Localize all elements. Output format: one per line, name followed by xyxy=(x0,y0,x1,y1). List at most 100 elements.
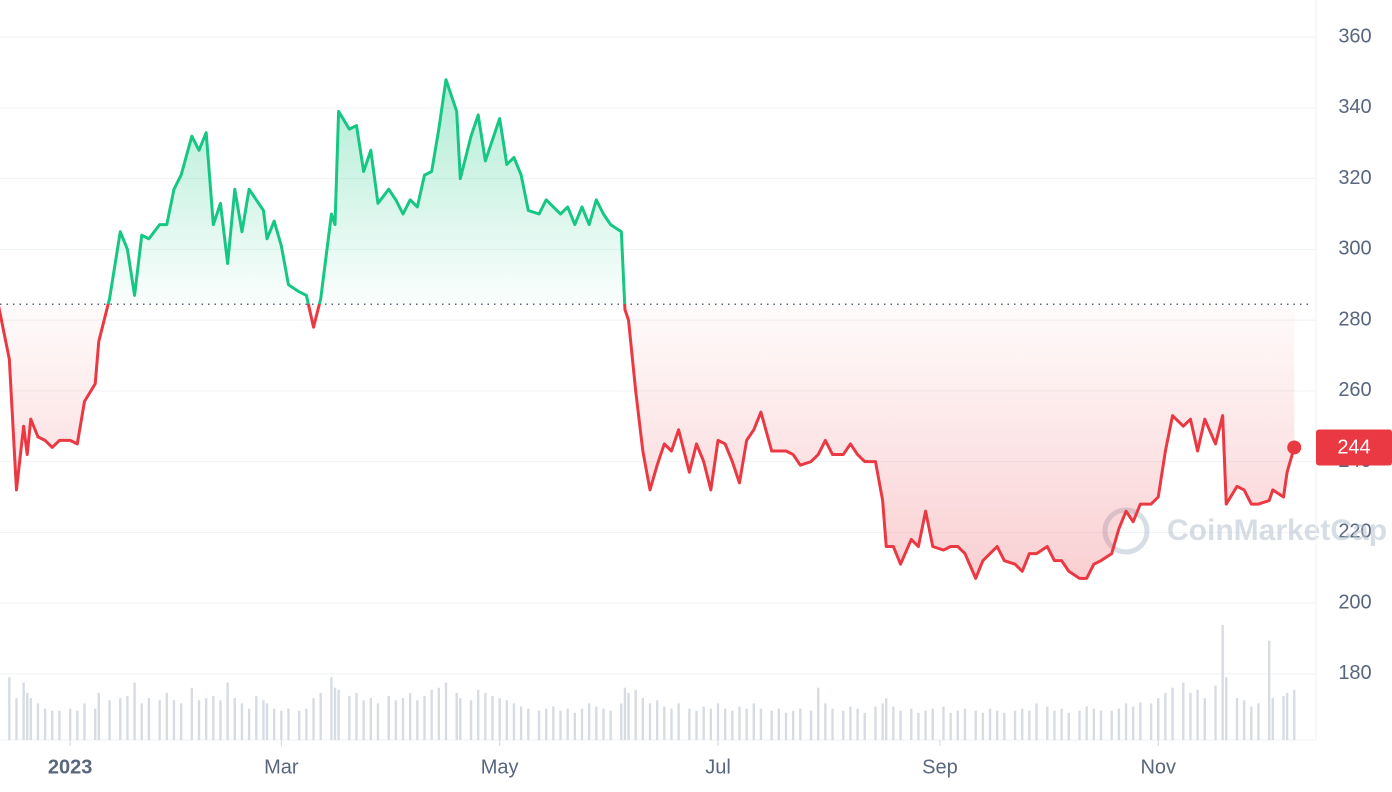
volume-bar xyxy=(777,708,781,740)
volume-bar xyxy=(784,712,788,740)
volume-bar xyxy=(1250,706,1253,740)
volume-bar xyxy=(219,700,222,740)
volume-bar xyxy=(94,708,97,740)
volume-bar xyxy=(1282,696,1285,740)
volume-bar xyxy=(731,710,734,740)
volume-bar xyxy=(387,696,390,740)
volume-bar xyxy=(627,692,630,740)
volume-bar xyxy=(559,710,562,740)
volume-bar xyxy=(1110,710,1113,740)
volume-bar xyxy=(437,687,441,740)
volume-bar xyxy=(416,700,419,740)
volume-bar xyxy=(133,682,136,740)
volume-bar xyxy=(423,696,426,740)
volume-bar xyxy=(26,692,29,740)
volume-bar xyxy=(179,703,183,740)
volume-bar xyxy=(949,712,952,740)
volume-bar xyxy=(262,700,265,740)
volume-bar xyxy=(305,708,308,740)
volume-bar xyxy=(97,692,100,740)
price-line xyxy=(0,78,1296,580)
volume-bar xyxy=(995,710,999,740)
volume-bar xyxy=(1257,703,1260,740)
volume-bar xyxy=(709,708,713,740)
volume-bar xyxy=(8,677,11,740)
volume-bar xyxy=(899,710,902,740)
volume-bar xyxy=(580,708,584,740)
volume-bar xyxy=(817,687,820,740)
y-tick-label: 200 xyxy=(1338,591,1371,613)
volume-bar xyxy=(119,698,122,740)
volume-bar xyxy=(587,703,591,740)
volume-bar xyxy=(1078,710,1081,740)
volume-bar xyxy=(1046,706,1049,740)
volume-bar xyxy=(677,703,680,740)
volume-bar xyxy=(519,706,523,740)
volume-bar xyxy=(43,708,47,740)
volume-bar xyxy=(430,689,433,740)
volume-bar xyxy=(1124,703,1128,740)
volume-bar xyxy=(469,700,473,740)
volume-bar xyxy=(394,700,398,740)
volume-bar xyxy=(298,710,301,740)
volume-bar xyxy=(759,708,763,740)
volume-bar xyxy=(1085,706,1088,740)
x-tick-label: Jul xyxy=(705,756,731,778)
volume-bar xyxy=(1003,712,1006,740)
volume-bar xyxy=(212,696,215,740)
volume-bar xyxy=(1214,685,1217,740)
y-tick-label: 320 xyxy=(1338,167,1371,189)
volume-bar xyxy=(688,708,691,740)
volume-bar xyxy=(83,703,86,740)
volume-bar xyxy=(1196,689,1199,740)
volume-bar xyxy=(401,698,405,740)
x-tick-label: 2023 xyxy=(48,756,93,778)
volume-bar xyxy=(362,700,365,740)
volume-bar xyxy=(602,708,605,740)
volume-bar xyxy=(942,706,945,740)
volume-bar xyxy=(620,703,623,740)
volume-bar xyxy=(165,692,168,740)
volume-bar xyxy=(963,708,967,740)
volume-bar xyxy=(1242,700,1246,740)
volume-bar xyxy=(799,708,802,740)
volume-bar xyxy=(745,708,748,740)
volume-bar xyxy=(917,712,920,740)
volume-bar xyxy=(537,710,541,740)
volume-bar xyxy=(1092,708,1096,740)
volume-bar xyxy=(76,710,79,740)
volume-bar xyxy=(505,700,509,740)
volume-bar xyxy=(716,703,720,740)
volume-bar xyxy=(484,692,487,740)
volume-bar xyxy=(140,703,143,740)
volume-bar xyxy=(702,706,705,740)
volume-bar xyxy=(566,708,569,740)
volume-bar xyxy=(981,712,985,740)
volume-bar xyxy=(1131,706,1135,740)
volume-bar xyxy=(333,687,337,740)
volume-bar xyxy=(1157,698,1160,740)
volume-bar xyxy=(1221,625,1224,740)
volume-bar xyxy=(1293,689,1296,740)
volume-bar xyxy=(1182,682,1185,740)
last-point xyxy=(1287,440,1302,455)
x-tick-label: May xyxy=(481,756,519,778)
volume-bar xyxy=(1225,677,1228,740)
volume-bar xyxy=(1235,698,1239,740)
volume-bar xyxy=(1021,708,1024,740)
y-tick-label: 300 xyxy=(1338,238,1371,260)
volume-bar xyxy=(408,692,412,740)
volume-bar xyxy=(512,703,516,740)
volume-bar xyxy=(190,687,194,740)
volume-bar xyxy=(609,710,612,740)
volume-bar xyxy=(476,689,480,740)
volume-bar xyxy=(738,706,741,740)
volume-bar xyxy=(22,682,25,740)
volume-bar xyxy=(856,708,859,740)
volume-bar xyxy=(770,710,773,740)
volume-bar xyxy=(147,698,151,740)
x-tick-label: Sep xyxy=(922,756,958,778)
volume-bar xyxy=(348,696,351,740)
volume-bar xyxy=(108,700,111,740)
y-tick-label: 220 xyxy=(1338,521,1371,543)
